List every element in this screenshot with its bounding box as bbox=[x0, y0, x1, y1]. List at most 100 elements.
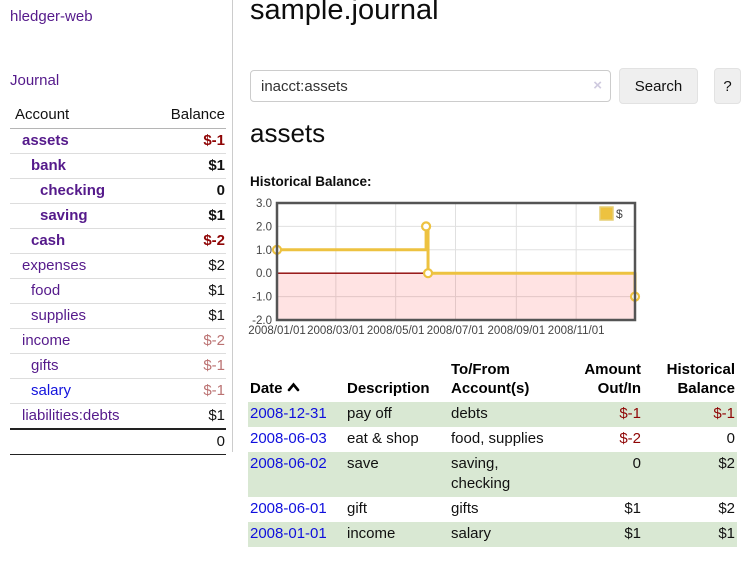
y-axis-tick-label: 3.0 bbox=[256, 198, 272, 210]
account-link-food[interactable]: food bbox=[31, 282, 61, 299]
register-header-description[interactable]: Description bbox=[347, 380, 430, 397]
account-name-cell: checking bbox=[10, 178, 150, 204]
transaction-balance: 0 bbox=[726, 430, 735, 447]
main-content: sample.journal × Search ? assets Histori… bbox=[248, 0, 742, 582]
sort-asc-icon bbox=[287, 378, 300, 397]
clear-search-icon[interactable]: × bbox=[593, 77, 602, 94]
transaction-date-cell: 2008-06-03 bbox=[248, 427, 345, 452]
accounts-header-account: Account bbox=[10, 102, 150, 129]
account-link-bank[interactable]: bank bbox=[31, 157, 67, 174]
register-header-row: Date Description To/From Account(s) Amou… bbox=[248, 358, 737, 402]
transaction-description: income bbox=[345, 522, 449, 547]
account-name-cell: salary bbox=[10, 378, 150, 404]
data-point-marker bbox=[420, 221, 432, 232]
transaction-row[interactable]: 2008-01-01 income salary $1 $1 bbox=[248, 522, 737, 547]
transaction-date-link[interactable]: 2008-06-01 bbox=[250, 500, 327, 517]
help-button[interactable]: ? bbox=[714, 68, 741, 104]
account-link-supplies[interactable]: supplies bbox=[31, 307, 87, 324]
plot-border bbox=[275, 201, 637, 322]
transaction-date-link[interactable]: 2008-06-03 bbox=[250, 430, 327, 447]
historical-balance-chart[interactable]: 3.0 2.0 1.0 0.0 -1.0 -2.0 2008/01/01 2008/03/01… bbox=[248, 196, 742, 346]
account-balance: $-1 bbox=[149, 353, 226, 379]
search-row: × Search ? bbox=[250, 68, 742, 106]
account-row: bank $1 bbox=[10, 153, 226, 179]
account-balance: $1 bbox=[149, 278, 226, 304]
register-header-accounts-line1: To/From bbox=[451, 361, 510, 378]
transaction-date-link[interactable]: 2008-12-31 bbox=[250, 405, 327, 422]
account-row: food $1 bbox=[10, 278, 226, 304]
transaction-accounts: saving, checking bbox=[449, 452, 563, 497]
transaction-row[interactable]: 2008-06-03 eat & shop food, supplies $-2 0 bbox=[248, 427, 737, 452]
account-link-cash[interactable]: cash bbox=[31, 232, 66, 249]
transaction-row[interactable]: 2008-06-01 gift gifts $1 $2 bbox=[248, 497, 737, 522]
transaction-amount: $-1 bbox=[563, 402, 643, 427]
register-header-amount-line1: Amount bbox=[584, 361, 641, 378]
transaction-row[interactable]: 2008-06-02 save saving, checking 0 $2 bbox=[248, 452, 737, 497]
transaction-accounts: gifts bbox=[451, 500, 479, 517]
account-link-liabilities-debts[interactable]: liabilities:debts bbox=[22, 407, 120, 424]
register-header-balance-line2: Balance bbox=[677, 380, 735, 397]
account-balance: 0 bbox=[149, 178, 226, 204]
account-name-cell: saving bbox=[10, 203, 150, 229]
register-header-date[interactable]: Date bbox=[248, 358, 345, 402]
account-row: supplies $1 bbox=[10, 303, 226, 329]
y-axis-tick-label: -2.0 bbox=[252, 315, 272, 327]
transaction-description: pay off bbox=[345, 402, 449, 427]
transaction-amount: $1 bbox=[624, 500, 641, 517]
account-name-cell: income bbox=[10, 328, 150, 354]
account-row: expenses $2 bbox=[10, 253, 226, 279]
x-axis-tick-label: 2008/05/01 bbox=[367, 325, 425, 337]
transaction-description: gift bbox=[347, 500, 368, 517]
transaction-amount: $-2 bbox=[619, 430, 641, 447]
account-link-assets[interactable]: assets bbox=[22, 132, 69, 149]
account-row: liabilities:debts $1 bbox=[10, 403, 226, 430]
account-name-cell: gifts bbox=[10, 353, 150, 379]
account-name-cell: supplies bbox=[10, 303, 150, 329]
account-heading: assets bbox=[250, 118, 326, 148]
register-header-balance: Historical Balance bbox=[643, 358, 737, 402]
account-name-cell: assets bbox=[10, 128, 150, 154]
account-link-saving[interactable]: saving bbox=[40, 207, 88, 224]
register-header-date-label: Date bbox=[250, 380, 283, 397]
x-axis-tick-label: 2008/07/01 bbox=[427, 325, 485, 337]
app-title-link[interactable]: hledger-web bbox=[10, 8, 93, 25]
negative-region bbox=[277, 273, 635, 320]
account-name-cell: expenses bbox=[10, 253, 150, 279]
transaction-date-cell: 2008-06-02 bbox=[248, 452, 345, 497]
chart-title: Historical Balance: bbox=[250, 174, 372, 189]
x-axis-tick-label: 2008/03/01 bbox=[307, 325, 365, 337]
transaction-balance: $-1 bbox=[643, 402, 737, 427]
transaction-date-cell: 2008-12-31 bbox=[248, 402, 345, 427]
transaction-date-link[interactable]: 2008-01-01 bbox=[250, 525, 327, 542]
register-header-accounts: To/From Account(s) bbox=[449, 358, 563, 402]
transaction-amount: $1 bbox=[563, 522, 643, 547]
transaction-date-link[interactable]: 2008-06-02 bbox=[250, 455, 327, 472]
accounts-total-row: 0 bbox=[10, 428, 226, 455]
transaction-date-cell: 2008-06-01 bbox=[248, 497, 345, 522]
account-link-gifts[interactable]: gifts bbox=[31, 357, 59, 374]
account-link-salary[interactable]: salary bbox=[31, 382, 72, 399]
account-row: salary $-1 bbox=[10, 378, 226, 404]
x-axis-tick-label: 2008/09/01 bbox=[488, 325, 546, 337]
transaction-balance: $2 bbox=[643, 452, 737, 497]
data-point-marker bbox=[422, 268, 434, 279]
register-header-amount-line2: Out/In bbox=[597, 380, 641, 397]
search-input[interactable] bbox=[250, 70, 611, 102]
register-header-accounts-line2: Account(s) bbox=[451, 380, 530, 397]
account-link-expenses[interactable]: expenses bbox=[22, 257, 87, 274]
y-axis-tick-label: -1.0 bbox=[252, 292, 272, 304]
account-row: saving $1 bbox=[10, 203, 226, 229]
transaction-balance: $2 bbox=[718, 500, 735, 517]
search-button[interactable]: Search bbox=[619, 68, 698, 104]
sidebar-item-journal[interactable]: Journal bbox=[10, 72, 60, 89]
transaction-row[interactable]: 2008-12-31 pay off debts $-1 $-1 bbox=[248, 402, 737, 427]
account-row: cash $-2 bbox=[10, 228, 226, 254]
legend-label: $ bbox=[616, 207, 623, 221]
account-link-checking[interactable]: checking bbox=[40, 182, 106, 199]
account-balance: $1 bbox=[149, 303, 226, 329]
y-axis-tick-label: 0.0 bbox=[256, 268, 272, 280]
accounts-header-balance: Balance bbox=[149, 102, 226, 129]
account-link-income[interactable]: income bbox=[22, 332, 71, 349]
